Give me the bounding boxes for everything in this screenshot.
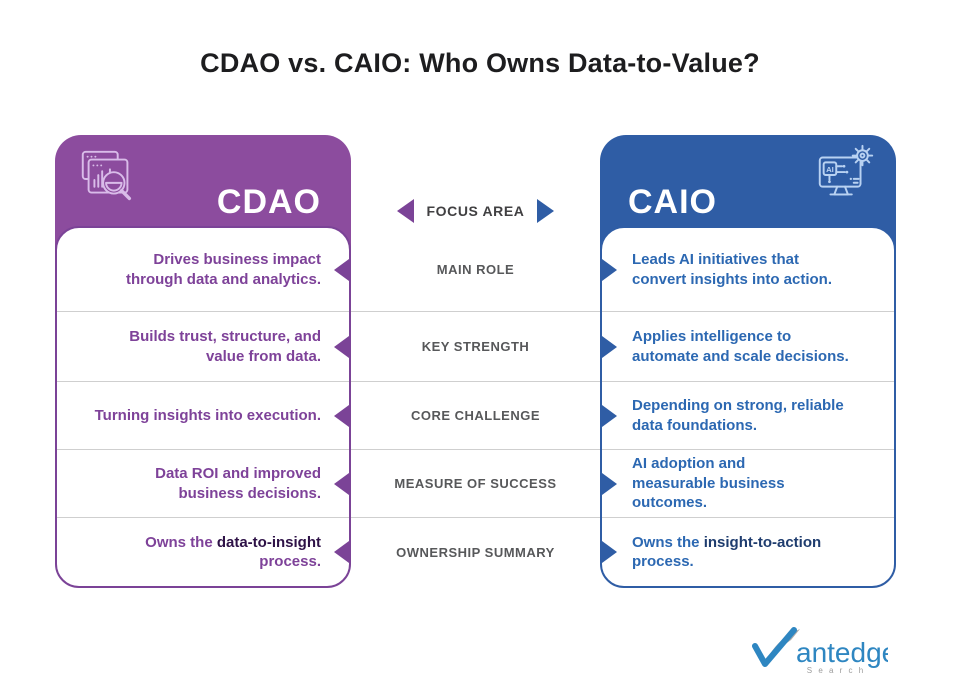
cdao-row-core-challenge: Turning insights into execution. (57, 382, 349, 450)
focus-label-measure-of-success: MEASURE OF SUCCESS (351, 450, 600, 518)
focus-label-core-challenge: CORE CHALLENGE (351, 382, 600, 450)
caio-row-ownership-summary: Owns the insight-to-action process. (602, 518, 894, 586)
focus-area-label: FOCUS AREA (426, 203, 525, 219)
logo-check-icon (752, 627, 797, 667)
cdao-measure-of-success-text: Data ROI and improved business decisions… (155, 465, 321, 502)
cdao-arrow-icon (334, 335, 349, 358)
focus-label-main-role: MAIN ROLE (351, 228, 600, 312)
focus-area-header: FOCUS AREA (351, 196, 600, 226)
focus-area-right-arrow-icon (536, 199, 554, 223)
caio-ownership-summary-text: Owns the insight-to-action process. (632, 533, 822, 571)
cdao-row-key-strength: Builds trust, structure, and value from … (57, 312, 349, 382)
cdao-row-main-role: Drives business impact through data and … (57, 228, 349, 312)
data-analytics-magnifier-icon (75, 146, 141, 212)
cdao-card: CDAO Drives business impact through data… (55, 135, 351, 588)
svg-text:AI: AI (826, 165, 834, 174)
cdao-row-measure-of-success: Data ROI and improved business decisions… (57, 450, 349, 518)
cdao-arrow-icon (334, 472, 349, 495)
caio-main-role-text: Leads AI initiatives that convert insigh… (632, 251, 833, 288)
cdao-arrow-icon (334, 404, 349, 427)
caio-card: CAIO AI (600, 135, 896, 588)
vantedge-search-logo: antedge S e a r c h (748, 627, 897, 677)
cdao-main-role-text: Drives business impact through data and … (125, 251, 321, 288)
caio-row-main-role: Leads AI initiatives that convert insigh… (602, 228, 894, 312)
logo-wordmark: antedge (796, 637, 888, 668)
caio-arrow-icon (602, 335, 617, 358)
caio-key-strength-text: Applies intelligence to automate and sca… (632, 328, 849, 365)
focus-area-column: MAIN ROLE KEY STRENGTH CORE CHALLENGE ME… (351, 228, 600, 586)
caio-arrow-icon (602, 258, 617, 281)
cdao-title: CDAO (216, 183, 321, 221)
caio-arrow-icon (602, 472, 617, 495)
caio-arrow-icon (602, 541, 617, 563)
caio-row-core-challenge: Depending on strong, reliable data found… (602, 382, 894, 450)
cdao-key-strength-text: Builds trust, structure, and value from … (129, 328, 321, 365)
cdao-ownership-summary-text: Owns the data-to-insight process. (145, 533, 321, 571)
focus-label-key-strength: KEY STRENGTH (351, 312, 600, 382)
cdao-body: Drives business impact through data and … (55, 226, 351, 588)
caio-body: Leads AI initiatives that convert insigh… (600, 226, 896, 588)
caio-row-measure-of-success: AI adoption and measurable business outc… (602, 450, 894, 518)
cdao-core-challenge-text: Turning insights into execution. (94, 406, 321, 424)
cdao-arrow-icon (334, 258, 349, 281)
focus-label-ownership-summary: OWNERSHIP SUMMARY (396, 544, 555, 560)
page-title: CDAO vs. CAIO: Who Owns Data-to-Value? (200, 48, 760, 78)
ai-monitor-gear-icon: AI (812, 142, 878, 208)
caio-core-challenge-text: Depending on strong, reliable data found… (632, 397, 844, 434)
caio-title: CAIO (628, 183, 717, 221)
cdao-row-ownership-summary: Owns the data-to-insight process. (57, 518, 349, 586)
caio-arrow-icon (602, 404, 617, 427)
caio-row-key-strength: Applies intelligence to automate and sca… (602, 312, 894, 382)
logo-subtitle: S e a r c h (807, 666, 865, 675)
caio-measure-of-success-text: AI adoption and measurable business outc… (632, 455, 785, 512)
focus-area-left-arrow-icon (397, 199, 415, 223)
cdao-arrow-icon (334, 541, 349, 563)
